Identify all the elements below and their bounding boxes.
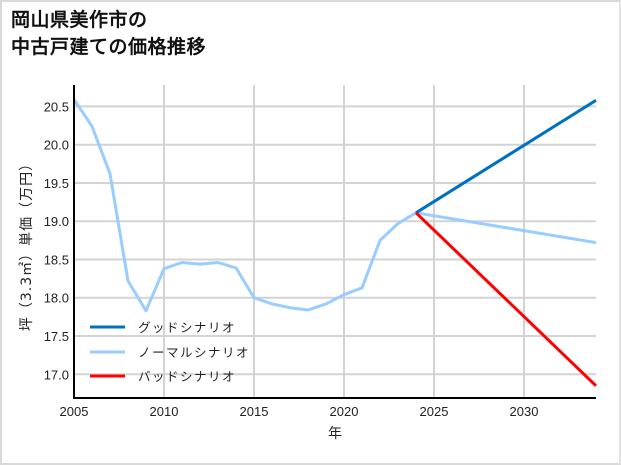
x-tick-label: 2005 <box>60 404 89 419</box>
y-tick-label: 18.5 <box>44 252 69 267</box>
y-tick-label: 18.0 <box>44 291 69 306</box>
legend-label: ノーマルシナリオ <box>138 345 250 360</box>
y-tick-label: 20.5 <box>44 99 69 114</box>
series-line-good <box>415 99 597 215</box>
series-line-bad <box>414 211 598 387</box>
chart-title-line2: 中古戸建ての価格推移 <box>11 36 207 58</box>
y-tick-label: 17.0 <box>44 367 69 382</box>
legend-label: グッドシナリオ <box>138 320 236 335</box>
chart-title-line1: 岡山県美作市の <box>11 9 148 31</box>
x-tick-label: 2015 <box>240 404 269 419</box>
y-tick-label: 20.0 <box>44 138 69 153</box>
y-tick-label: 17.5 <box>44 329 69 344</box>
y-tick-label: 19.0 <box>44 214 69 229</box>
series-lines <box>72 98 598 387</box>
axes <box>73 85 596 399</box>
y-axis-label: 坪（3.3㎡）単価（万円） <box>19 156 35 331</box>
legend-label: バッドシナリオ <box>138 369 236 384</box>
x-tick-label: 2010 <box>150 404 179 419</box>
x-tick-label: 2025 <box>420 404 449 419</box>
x-axis-label: 年 <box>328 426 342 442</box>
y-axis-ticks: 17.0 17.5 18.0 18.5 19.0 19.5 20.0 20.5 <box>44 99 69 382</box>
x-tick-label: 2030 <box>510 404 539 419</box>
series-line-normal <box>72 98 597 313</box>
y-tick-label: 19.5 <box>44 176 69 191</box>
chart-title: 岡山県美作市の 中古戸建ての価格推移 <box>11 7 206 61</box>
x-axis-ticks: 2005 2010 2015 2020 2025 2030 <box>60 404 539 419</box>
x-tick-label: 2020 <box>330 404 359 419</box>
grid-lines <box>74 85 596 398</box>
